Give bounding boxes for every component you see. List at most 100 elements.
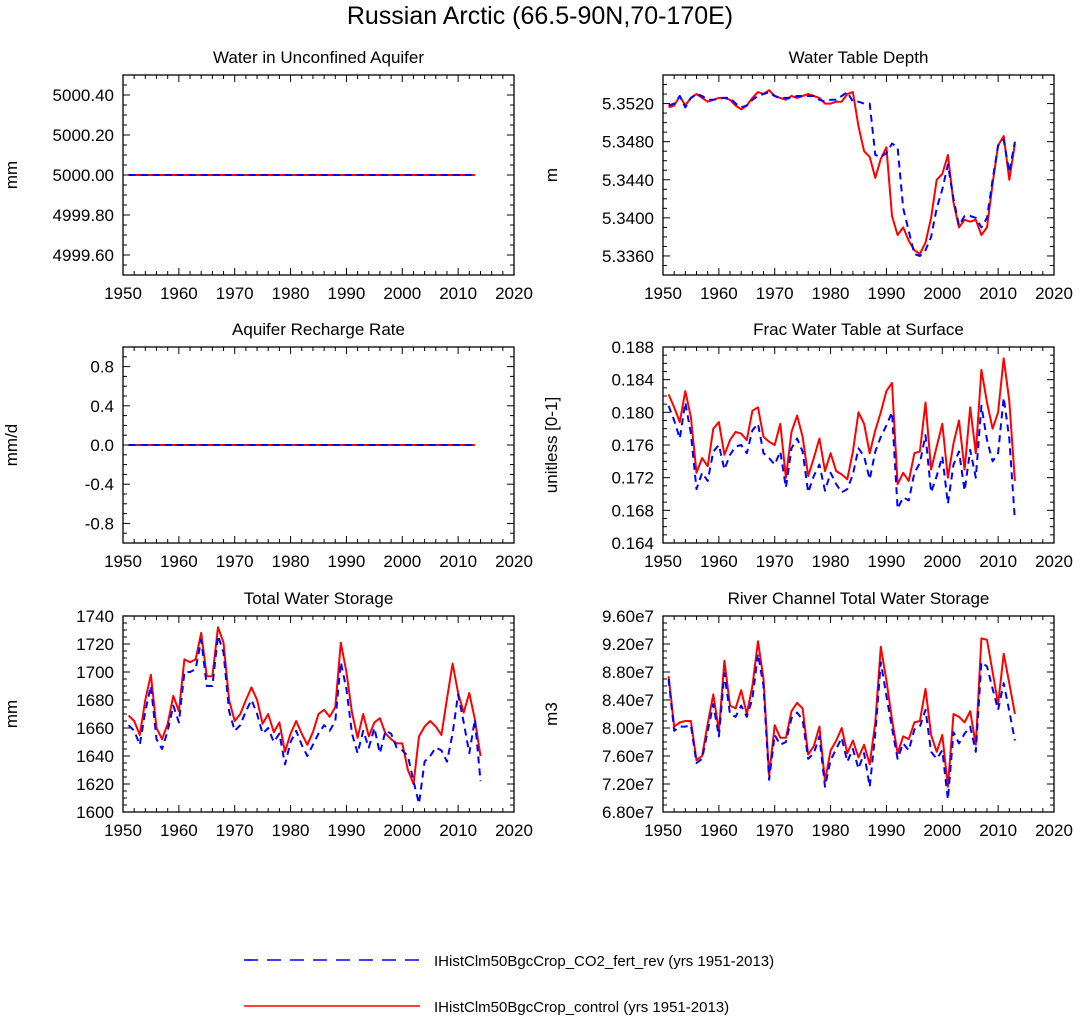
y-axis-label: mm — [2, 700, 21, 728]
x-tick-label: 2010 — [979, 821, 1017, 840]
series-line-control — [667, 637, 1016, 788]
y-tick-label: 8.40e7 — [602, 691, 654, 710]
panel-title: Frac Water Table at Surface — [753, 320, 964, 339]
x-tick-label: 1970 — [216, 821, 254, 840]
x-tick-label: 1980 — [272, 284, 310, 303]
y-tick-label: 5.3400 — [602, 209, 654, 228]
x-tick-label: 1960 — [700, 552, 738, 571]
x-tick-label: 2000 — [383, 284, 421, 303]
x-tick-label: 1970 — [216, 284, 254, 303]
x-tick-label: 1950 — [644, 552, 682, 571]
x-tick-label: 1970 — [756, 284, 794, 303]
y-tick-label: 1600 — [76, 803, 114, 822]
y-tick-label: 7.60e7 — [602, 747, 654, 766]
x-tick-label: 2000 — [383, 552, 421, 571]
x-tick-label: 2020 — [1035, 284, 1073, 303]
y-tick-label: 5.3360 — [602, 247, 654, 266]
x-tick-label: 1950 — [104, 821, 142, 840]
x-tick-label: 1980 — [812, 821, 850, 840]
chart-panel-3: Aquifer Recharge Rate mm/d 1950 1960 1970 198… — [2, 320, 533, 571]
x-tick-label: 2020 — [1035, 552, 1073, 571]
x-tick-label: 1980 — [272, 821, 310, 840]
y-tick-label: -0.4 — [85, 475, 114, 494]
y-tick-label: 5000.00 — [53, 166, 114, 185]
x-tick-label: 1970 — [756, 552, 794, 571]
y-tick-label: 0.168 — [611, 501, 654, 520]
y-axis-label: m3 — [542, 702, 561, 726]
y-tick-label: 5.3440 — [602, 171, 654, 190]
panel-title: Water Table Depth — [789, 48, 929, 67]
series-line-co2-fert-rev — [667, 396, 1016, 521]
chart-panel-2: Water Table Depth m 1950 1960 1970 1980 1990 20… — [542, 48, 1073, 303]
y-tick-label: 0.176 — [611, 436, 654, 455]
legend-item-co2-fert-rev: IHistClm50BgcCrop_CO2_fert_rev (yrs 1951… — [244, 953, 774, 970]
panel-title: Total Water Storage — [244, 589, 394, 608]
x-tick-label: 1980 — [812, 552, 850, 571]
x-tick-label: 1960 — [700, 821, 738, 840]
x-tick-label: 1950 — [644, 821, 682, 840]
y-tick-label: -0.8 — [85, 514, 114, 533]
series-line-co2-fert-rev — [127, 634, 482, 805]
panel-title: River Channel Total Water Storage — [728, 589, 990, 608]
y-tick-label: 5000.40 — [53, 86, 114, 105]
x-tick-label: 2010 — [439, 821, 477, 840]
x-tick-label: 1960 — [700, 284, 738, 303]
x-tick-label: 1980 — [272, 552, 310, 571]
y-tick-label: 1740 — [76, 607, 114, 626]
legend-item-control: IHistClm50BgcCrop_control (yrs 1951-2013… — [244, 999, 729, 1016]
x-tick-label: 1990 — [328, 284, 366, 303]
x-tick-label: 2020 — [1035, 821, 1073, 840]
x-tick-label: 2020 — [495, 821, 533, 840]
y-tick-label: 5000.20 — [53, 126, 114, 145]
y-tick-label: 5.3520 — [602, 95, 654, 114]
x-tick-label: 2020 — [495, 284, 533, 303]
y-tick-label: 1620 — [76, 775, 114, 794]
x-tick-label: 2010 — [439, 552, 477, 571]
y-tick-label: 0.8 — [90, 358, 114, 377]
panel-title: Aquifer Recharge Rate — [232, 320, 405, 339]
y-tick-label: 0.164 — [611, 534, 654, 553]
x-tick-label: 2010 — [439, 284, 477, 303]
x-tick-label: 2010 — [979, 552, 1017, 571]
x-tick-label: 2020 — [495, 552, 533, 571]
x-tick-label: 1960 — [160, 552, 198, 571]
y-tick-label: 1720 — [76, 635, 114, 654]
y-axis-label: mm — [2, 161, 21, 189]
x-tick-label: 1990 — [868, 552, 906, 571]
x-tick-label: 1990 — [328, 821, 366, 840]
y-tick-label: 8.80e7 — [602, 663, 654, 682]
y-tick-label: 1640 — [76, 747, 114, 766]
series-line-co2-fert-rev — [667, 652, 1016, 801]
x-tick-label: 1990 — [868, 821, 906, 840]
y-tick-label: 1680 — [76, 691, 114, 710]
plot-frame — [662, 346, 1055, 544]
y-tick-label: 0.184 — [611, 371, 654, 390]
y-tick-label: 4999.60 — [53, 246, 114, 265]
series-line-control — [668, 89, 1016, 255]
y-tick-label: 1700 — [76, 663, 114, 682]
y-tick-label: 9.20e7 — [602, 635, 654, 654]
y-tick-label: 0.188 — [611, 338, 654, 357]
figure-title: Russian Arctic (66.5-90N,70-170E) — [347, 2, 733, 30]
x-tick-label: 1990 — [328, 552, 366, 571]
panel-title: Water in Unconfined Aquifer — [213, 48, 424, 67]
plot-frame — [662, 615, 1055, 813]
x-tick-label: 1950 — [644, 284, 682, 303]
x-tick-label: 1950 — [104, 284, 142, 303]
chart-panel-6: River Channel Total Water Storage m3 1950 1… — [542, 589, 1073, 840]
x-tick-label: 1960 — [160, 284, 198, 303]
y-axis-label: m — [542, 168, 561, 182]
y-tick-label: 9.60e7 — [602, 607, 654, 626]
chart-panel-1: Water in Unconfined Aquifer mm 1950 1960 197… — [2, 48, 533, 303]
series-line-control — [127, 626, 482, 785]
y-tick-label: 6.80e7 — [602, 803, 654, 822]
chart-panels: Water in Unconfined Aquifer mm 1950 1960 197… — [2, 48, 1073, 840]
series-line-co2-fert-rev — [668, 91, 1016, 257]
legend-label-co2-fert-rev: IHistClm50BgcCrop_CO2_fert_rev (yrs 1951… — [434, 953, 774, 970]
plot-frame — [662, 74, 1055, 276]
series-line-control — [667, 357, 1016, 486]
x-tick-label: 2010 — [979, 284, 1017, 303]
y-tick-label: 0.4 — [90, 397, 114, 416]
x-tick-label: 1980 — [812, 284, 850, 303]
